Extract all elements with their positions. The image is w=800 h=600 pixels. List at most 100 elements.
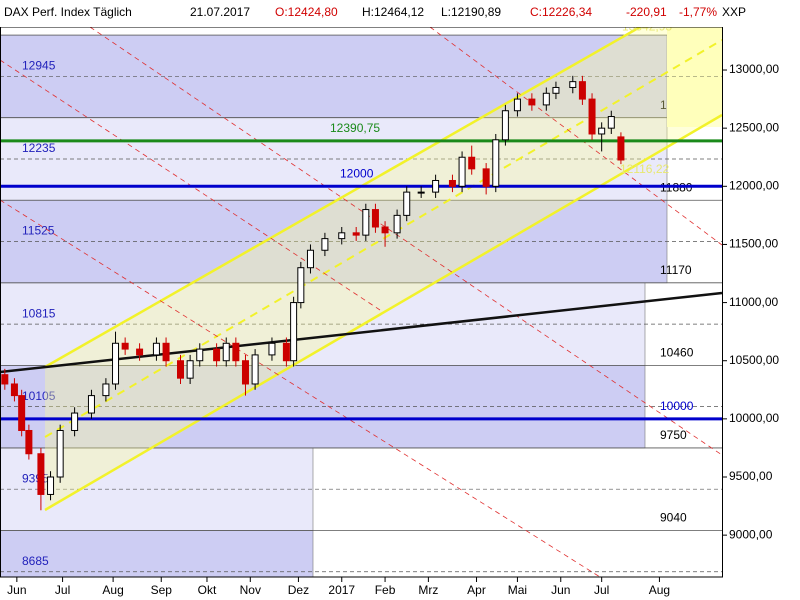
header-text: H:12464,12: [362, 5, 424, 19]
mid-label: 9395: [22, 471, 49, 485]
candle-body: [56, 429, 64, 478]
red-dashed: [0, 199, 601, 578]
candle-body: [381, 226, 389, 234]
candle-body: [598, 127, 606, 135]
y-tick-label: 12500,00: [729, 120, 779, 134]
y-tick-label: 11000,00: [729, 295, 778, 309]
candle-body: [552, 86, 560, 94]
x-tick-label: Apr: [467, 583, 486, 597]
candle-body: [232, 342, 240, 362]
y-tick-label: 11500,00: [729, 237, 778, 251]
mid-label: 8685: [22, 554, 49, 568]
candle-body: [371, 209, 379, 228]
candle-body: [528, 98, 536, 106]
x-tick-label: 2017: [328, 583, 355, 597]
mid-label: 11525: [22, 224, 55, 238]
mid-label: 12235: [22, 141, 56, 155]
candle-body: [222, 342, 230, 362]
x-tick-label: Feb: [375, 583, 396, 597]
zone-label: 9750: [660, 428, 687, 442]
x-tick-label: Aug: [649, 583, 670, 597]
x-tick-label: Mai: [508, 583, 527, 597]
candle-body: [542, 92, 550, 106]
candle-body: [617, 136, 625, 161]
candle-body: [251, 354, 259, 385]
candle-body: [102, 383, 110, 397]
candle-body: [268, 342, 276, 356]
candle-body: [290, 302, 298, 362]
candle-body: [152, 342, 160, 356]
candle-body: [482, 168, 490, 187]
candle-body: [282, 342, 290, 362]
candle-body: [458, 156, 466, 187]
candle-body: [588, 98, 596, 135]
candle-body: [162, 342, 170, 362]
mid-label: 10815: [22, 306, 56, 320]
y-tick-label: 12000,00: [729, 178, 779, 192]
x-tick-label: Jul: [594, 583, 609, 597]
candle-body: [393, 214, 401, 234]
header-text: DAX Perf. Index Täglich: [4, 5, 132, 19]
header-text: 21.07.2017: [190, 5, 250, 19]
key-label: 12390,75: [330, 121, 380, 135]
candle-body: [186, 360, 194, 379]
candle-body: [338, 232, 346, 240]
candle-body: [37, 453, 45, 495]
candle-body: [71, 412, 79, 431]
candle-body: [448, 179, 456, 187]
candle-body: [121, 342, 129, 350]
header-text: L:12190,89: [441, 5, 501, 19]
candle-body: [352, 232, 360, 236]
candle-body: [87, 395, 95, 414]
candle-body: [578, 81, 586, 100]
channel-fill: [45, 27, 722, 510]
candle-body: [513, 98, 521, 112]
candle-body: [112, 342, 120, 385]
symbol: XXP: [722, 5, 746, 19]
candle-body: [25, 429, 33, 455]
key-label: 12000: [340, 166, 374, 180]
candle-body: [362, 209, 370, 236]
x-tick-label: Jun: [551, 583, 570, 597]
candle-body: [569, 81, 577, 88]
key-label: 10000: [660, 399, 694, 413]
zone-label: 10460: [660, 346, 694, 360]
header-text: -220,91: [626, 5, 667, 19]
zone-label: 9040: [660, 511, 687, 525]
header-text: -1,77%: [679, 5, 717, 19]
candle-body: [1, 374, 9, 385]
yellow-zone: [667, 27, 722, 127]
candle-body: [47, 476, 55, 495]
x-tick-label: Sep: [151, 583, 173, 597]
y-tick-label: 10000,00: [729, 411, 779, 425]
candle-body: [196, 348, 204, 362]
red-dashed: [89, 26, 723, 456]
y-tick-label: 9000,00: [729, 527, 773, 541]
candle-body: [241, 360, 249, 385]
candle-body: [432, 179, 440, 193]
header-text: O:12424,80: [275, 5, 338, 19]
x-tick-label: Mrz: [418, 583, 438, 597]
candle-body: [136, 348, 144, 356]
header-bg: [0, 0, 800, 27]
x-tick-label: Aug: [102, 583, 123, 597]
x-tick-label: Jul: [55, 583, 70, 597]
y-tick-label: 10500,00: [729, 353, 779, 367]
candle-body: [492, 139, 500, 187]
x-tick-label: Dez: [288, 583, 309, 597]
candle-body: [177, 360, 184, 379]
candle-body: [213, 348, 221, 362]
channel-line: [44, 25, 641, 369]
mid-label: 10105: [22, 389, 56, 403]
candle-body: [501, 110, 509, 141]
header-text: C:12226,34: [530, 5, 592, 19]
x-tick-label: Okt: [198, 583, 217, 597]
channel-label: 12116,22: [620, 162, 669, 176]
zone-label: 11170: [660, 263, 692, 277]
candle-body: [18, 395, 26, 431]
mid-label: 12945: [22, 59, 56, 73]
candle-body: [468, 156, 476, 170]
candle-body: [10, 383, 18, 397]
trend-line: [0, 291, 723, 374]
